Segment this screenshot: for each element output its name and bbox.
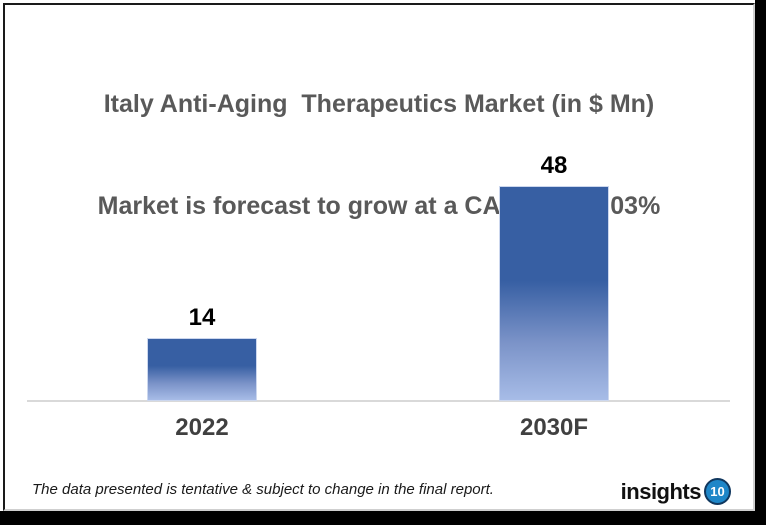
category-label: 2022 <box>175 414 229 441</box>
logo-text: insights <box>620 478 702 504</box>
logo-badge-10-icon: 10 <box>704 478 731 505</box>
x-axis-line <box>27 400 730 402</box>
bar-value-label: 14 <box>188 304 216 331</box>
bar-group-2022: 14 2022 <box>147 304 257 441</box>
disclaimer-text: The data presented is tentative & subjec… <box>32 481 494 498</box>
frame-shadow-right <box>755 0 766 525</box>
chart-title-line1: Italy Anti-Aging Therapeutics Market (in… <box>103 90 655 118</box>
bar-value-label: 48 <box>540 152 568 179</box>
bar <box>147 338 257 401</box>
category-label: 2030F <box>519 414 589 441</box>
chart-title: Italy Anti-Aging Therapeutics Market (in… <box>5 19 753 291</box>
chart-panel: Italy Anti-Aging Therapeutics Market (in… <box>3 3 755 511</box>
bar <box>499 186 609 401</box>
chart-title-line2: Market is forecast to grow at a CAGR of … <box>97 192 661 220</box>
bar-group-2030F: 48 2030F <box>499 152 609 441</box>
frame-shadow-bottom <box>0 511 766 525</box>
insights10-logo: insights 10 <box>621 478 731 505</box>
